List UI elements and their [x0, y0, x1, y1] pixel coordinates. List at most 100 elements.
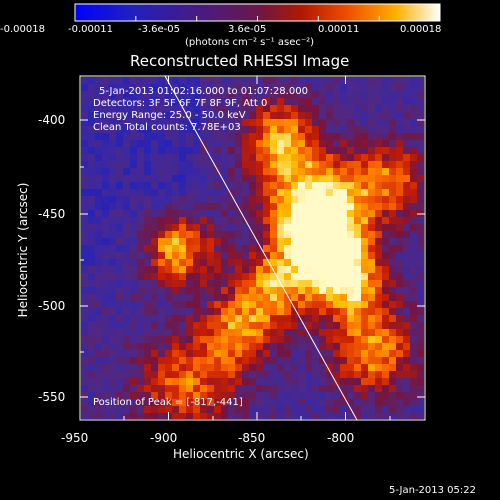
heatmap-cell [270, 196, 277, 203]
heatmap-cell [389, 126, 396, 133]
heatmap-cell [144, 98, 151, 105]
heatmap-cell [130, 329, 137, 336]
heatmap-cell [263, 343, 270, 350]
heatmap-cell [270, 91, 277, 98]
heatmap-cell [109, 161, 116, 168]
heatmap-cell [235, 119, 242, 126]
heatmap-cell [319, 322, 326, 329]
heatmap-cell [256, 245, 263, 252]
heatmap-cell [284, 378, 291, 385]
heatmap-cell [291, 161, 298, 168]
heatmap-cell [298, 252, 305, 259]
heatmap-cell [123, 308, 130, 315]
heatmap-cell [333, 266, 340, 273]
heatmap-cell [382, 364, 389, 371]
heatmap-cell [263, 350, 270, 357]
heatmap-cell [95, 84, 102, 91]
heatmap-cell [389, 161, 396, 168]
heatmap-cell [291, 266, 298, 273]
heatmap-cell [375, 252, 382, 259]
heatmap-cell [263, 189, 270, 196]
heatmap-cell [214, 385, 221, 392]
heatmap-cell [137, 336, 144, 343]
heatmap-cell [116, 378, 123, 385]
heatmap-cell [319, 147, 326, 154]
heatmap-cell [256, 308, 263, 315]
heatmap-cell [81, 112, 88, 119]
heatmap-cell [298, 280, 305, 287]
heatmap-cell [396, 238, 403, 245]
heatmap-cell [186, 378, 193, 385]
heatmap-cell [326, 203, 333, 210]
heatmap-cell [389, 329, 396, 336]
heatmap-cell [88, 119, 95, 126]
heatmap-cell [179, 245, 186, 252]
heatmap-cell [326, 231, 333, 238]
heatmap-cell [235, 364, 242, 371]
heatmap-cell [228, 126, 235, 133]
heatmap-cell [368, 252, 375, 259]
heatmap-cell [172, 175, 179, 182]
heatmap-cell [312, 399, 319, 406]
heatmap-cell [193, 161, 200, 168]
heatmap-cell [312, 189, 319, 196]
heatmap-cell [368, 161, 375, 168]
heatmap-cell [95, 112, 102, 119]
heatmap-cell [151, 161, 158, 168]
heatmap-cell [256, 203, 263, 210]
heatmap-cell [410, 175, 417, 182]
heatmap-cell [333, 217, 340, 224]
heatmap-cell [88, 154, 95, 161]
heatmap-cell [235, 105, 242, 112]
heatmap-cell [326, 196, 333, 203]
heatmap-cell [235, 126, 242, 133]
heatmap-cell [284, 399, 291, 406]
heatmap-cell [95, 336, 102, 343]
heatmap-cell [396, 252, 403, 259]
heatmap-cell [165, 364, 172, 371]
heatmap-cell [109, 336, 116, 343]
heatmap-cell [102, 133, 109, 140]
heatmap-cell [389, 182, 396, 189]
heatmap-cell [256, 147, 263, 154]
heatmap-cell [81, 245, 88, 252]
heatmap-cell [172, 413, 179, 419]
heatmap-cell [130, 154, 137, 161]
heatmap-cell [116, 413, 123, 419]
heatmap-cell [88, 322, 95, 329]
heatmap-cell [312, 210, 319, 217]
heatmap-cell [389, 357, 396, 364]
heatmap-cell [319, 336, 326, 343]
heatmap-cell [396, 231, 403, 238]
heatmap-cell [354, 287, 361, 294]
heatmap-cell [81, 217, 88, 224]
heatmap-cell [333, 189, 340, 196]
heatmap-cell [179, 392, 186, 399]
heatmap-cell [291, 259, 298, 266]
heatmap-cell [214, 315, 221, 322]
heatmap-cell [200, 210, 207, 217]
heatmap-cell [95, 196, 102, 203]
heatmap-cell [172, 273, 179, 280]
heatmap-cell [186, 231, 193, 238]
heatmap-cell [375, 392, 382, 399]
heatmap-cell [333, 301, 340, 308]
heatmap-cell [368, 364, 375, 371]
heatmap-cell [242, 154, 249, 161]
heatmap-cell [263, 231, 270, 238]
heatmap-cell [375, 154, 382, 161]
heatmap-cell [221, 413, 228, 419]
heatmap-cell [200, 406, 207, 413]
heatmap-cell [130, 266, 137, 273]
heatmap-cell [263, 280, 270, 287]
heatmap-cell [375, 147, 382, 154]
heatmap-cell [291, 231, 298, 238]
heatmap-cell [312, 378, 319, 385]
heatmap-cell [375, 126, 382, 133]
heatmap-cell [298, 203, 305, 210]
heatmap-cell [207, 413, 214, 419]
heatmap-cell [417, 259, 424, 266]
heatmap-cell [242, 385, 249, 392]
heatmap-cell [403, 308, 410, 315]
heatmap-cell [158, 154, 165, 161]
